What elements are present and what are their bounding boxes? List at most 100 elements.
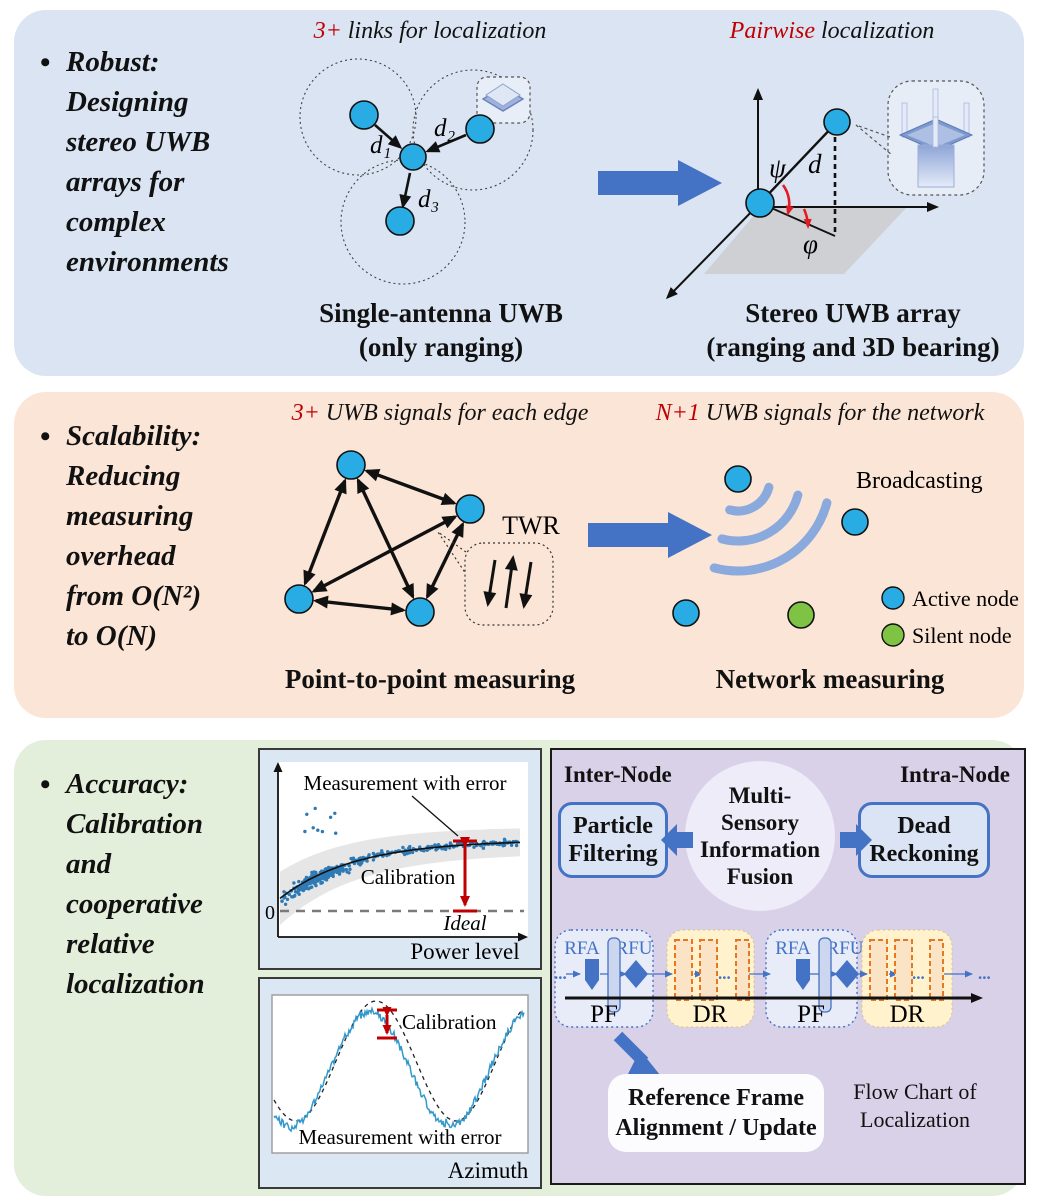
bullet-robust: • (40, 46, 51, 79)
scalability-title: Scalability: Reducing measuring overhead… (66, 420, 202, 652)
bullet-scalability: • (40, 420, 51, 453)
pf-box-2 (765, 929, 858, 1028)
azimuth-calibration-chart: Calibration Measurement with error Azimu… (258, 977, 542, 1189)
graph-node-top (336, 450, 366, 480)
label-d1: d₁ (370, 132, 391, 159)
range-line-d (759, 121, 838, 204)
fusion-arrow-right (840, 824, 872, 856)
network-measuring-diagram: Broadcasting Active node Silent node (672, 465, 1019, 648)
graph-node-right (455, 494, 485, 524)
range-link-d1 (374, 124, 403, 149)
range-circle-2 (412, 69, 534, 191)
dr-label: DR (693, 1001, 728, 1028)
caption-single-antenna: Single-antenna UWB (only ranging) (319, 298, 563, 362)
panel-scalability: • Scalability: Reducing measuring overhe… (14, 392, 1024, 718)
pf-label: PF (590, 1001, 618, 1028)
range-circle-1 (299, 58, 417, 176)
fusion-panel: Inter-Node Intra-Node Multi- Sensory Inf… (550, 748, 1026, 1185)
update-bar-icon (818, 937, 832, 1013)
twr-edges (303, 469, 465, 616)
rfu-diamond-icon (624, 960, 648, 988)
pf-box-1 (554, 929, 654, 1028)
label-d3: d₃ (418, 186, 439, 213)
robust-header-left-accent: 3+ (313, 18, 342, 44)
annotation-pointer (411, 795, 459, 837)
dr-pulse-icons (869, 939, 944, 1001)
rfu-label: RFU (616, 938, 653, 959)
fusion-arrow-left (661, 824, 693, 856)
pf-to-reference-arrow (613, 1031, 664, 1080)
single-antenna-uwb-diagram: d₁ d₂ d₃ (299, 58, 534, 285)
plot-area (271, 994, 529, 1154)
legend-active-dot (881, 586, 905, 610)
legend-silent-label: Silent node (912, 623, 1012, 648)
scalability-header-right: N+1 UWB signals for the network (625, 400, 1015, 427)
calibration-arrow (377, 1007, 397, 1040)
psi-angle-arc (781, 184, 794, 216)
inter-node-label: Inter-Node (564, 762, 672, 787)
svg-text:...: ... (554, 964, 567, 983)
measurement-error-label: Measurement with error (299, 1125, 502, 1149)
array-callout-tail (855, 124, 893, 156)
silent-node (787, 601, 815, 629)
caption-point-to-point: Point-to-point measuring (284, 664, 576, 694)
active-node-right (841, 508, 869, 536)
twr-label: TWR (502, 511, 560, 540)
svg-text:...: ... (718, 964, 731, 983)
range-link-d2 (425, 133, 467, 153)
origin-node (745, 188, 775, 218)
robust-header-right: Pairwise localization (672, 18, 992, 45)
fit-curve (279, 841, 521, 900)
phi-angle-arc (802, 208, 812, 229)
scalability-header-left: 3+ UWB signals for each edge (250, 400, 630, 427)
update-bar-icon (607, 937, 621, 1013)
robust-header-right-accent: Pairwise (729, 18, 815, 44)
accuracy-title: Accuracy: Calibration and cooperative re… (66, 768, 205, 1000)
dead-reckoning-box: Dead Reckoning (858, 802, 990, 878)
twr-bubble-tail (437, 531, 467, 575)
legend-active-label: Active node (912, 586, 1019, 611)
active-node-bottom (672, 599, 700, 627)
robust-header-left: 3+ links for localization (270, 18, 590, 45)
svg-text:...: ... (978, 964, 991, 983)
anchor-node-3 (385, 206, 415, 236)
zero-tick: 0 (265, 902, 275, 924)
ground-plane (704, 207, 907, 274)
legend-silent-dot (881, 623, 905, 647)
bullet-accuracy: • (40, 768, 51, 801)
anchor-node-2 (465, 114, 495, 144)
scalability-header-left-rest: UWB signals for each edge (319, 400, 589, 426)
rfa-label: RFA (564, 938, 600, 959)
axis-down-left (665, 202, 761, 300)
broadcast-waves-icon (709, 482, 832, 576)
rfu-diamond-icon (835, 960, 859, 988)
stereo-array-icon (898, 88, 974, 188)
caption-network: Network measuring (715, 664, 945, 694)
transition-arrow-2 (588, 512, 712, 558)
reference-frame-box: Reference Frame Alignment / Update (608, 1074, 824, 1152)
target-node (823, 108, 851, 136)
measurement-error-label: Measurement with error (304, 771, 507, 795)
legend: Active node Silent node (881, 586, 1019, 648)
rfu-label: RFU (827, 938, 864, 959)
fusion-circle: Multi- Sensory Information Fusion (685, 761, 835, 911)
label-d: d (808, 149, 822, 179)
pf-label: PF (797, 1001, 825, 1028)
signal-dots: ... ... ... ... (554, 964, 991, 983)
graph-node-left (284, 584, 314, 614)
transition-arrow-1 (598, 160, 722, 206)
anchor-node-1 (349, 100, 379, 130)
twr-bubble (464, 542, 554, 626)
uwb-chip-icon-top (485, 83, 521, 107)
twr-exchange-arrows (483, 555, 533, 609)
flow-chart-label: Flow Chart of Localization (853, 1079, 977, 1132)
ideal-sine (273, 1000, 524, 1122)
graph-node-bottom (405, 597, 435, 627)
label-d2: d₂ (434, 115, 456, 142)
azimuth-xlabel: Azimuth (448, 1158, 529, 1183)
broadcasting-label: Broadcasting (856, 468, 983, 494)
scalability-header-right-accent: N+1 (655, 400, 700, 426)
measured-sine (273, 1005, 525, 1133)
stereo-uwb-array-diagram: ψ d φ (665, 80, 985, 300)
